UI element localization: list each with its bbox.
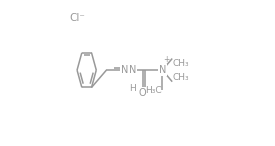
Text: N: N (159, 65, 166, 75)
Text: CH₃: CH₃ (173, 73, 189, 82)
Text: H: H (130, 84, 136, 93)
Text: N: N (120, 65, 128, 75)
Text: H₃C: H₃C (145, 86, 162, 95)
Text: N: N (129, 65, 137, 75)
Text: CH₃: CH₃ (173, 59, 189, 68)
Text: Cl⁻: Cl⁻ (70, 13, 86, 23)
Text: O: O (139, 88, 146, 98)
Text: +: + (163, 55, 170, 65)
